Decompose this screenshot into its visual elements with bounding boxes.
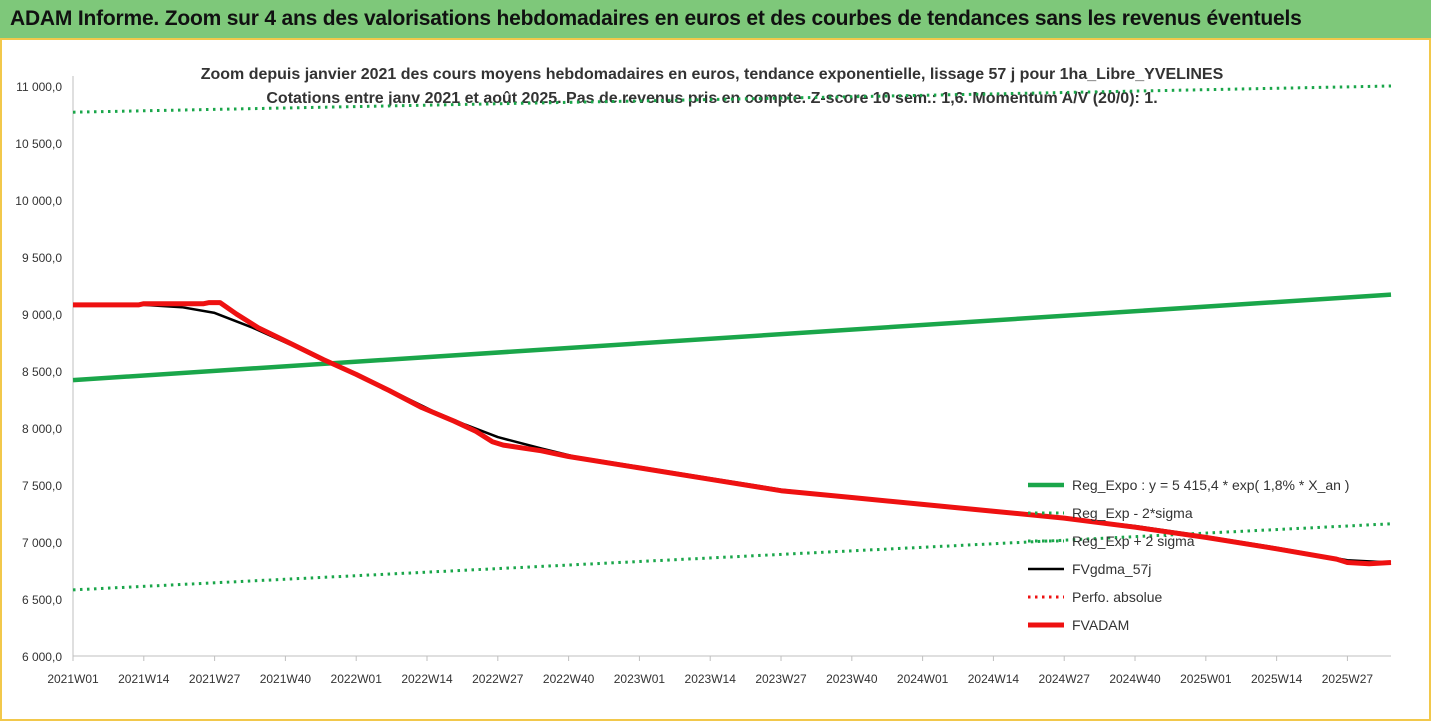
x-tick-label: 2021W14 [118,672,170,686]
legend-label: FVgdma_57j [1072,561,1151,577]
legend-label: Perfo. absolue [1072,589,1162,605]
x-tick-label: 2022W14 [401,672,453,686]
series-reg-expo-y-5-415-4-exp-1-8-x-an [72,292,1392,383]
x-tick-label: 2022W01 [331,672,383,686]
y-tick-label: 9 500,0 [22,251,62,265]
x-tick-label: 2023W01 [614,672,666,686]
y-tick-label: 6 000,0 [22,650,62,664]
chart-frame [0,40,1431,721]
y-tick-label: 10 500,0 [15,137,62,151]
x-tick-label: 2022W27 [472,672,524,686]
x-tick-label: 2021W27 [189,672,241,686]
x-tick-label: 2024W01 [897,672,949,686]
page-title: ADAM Informe. Zoom sur 4 ans des valoris… [10,7,1302,30]
x-tick-label: 2023W14 [685,672,737,686]
x-tick-label: 2023W27 [755,672,807,686]
x-tick-label: 2021W01 [47,672,99,686]
y-tick-label: 6 500,0 [22,593,62,607]
x-tick-label: 2025W27 [1322,672,1374,686]
series-reg-exp-2-sigma [72,84,1392,114]
series-fvgdma-57j [73,303,1392,564]
y-tick-label: 11 000,0 [16,80,62,94]
x-axis: 2021W01 2021W14 2021W27 2021W40 2022W01 2022W… [47,655,1391,686]
chart-legend: Reg_Expo : y = 5 415,4 * exp( 1,8% * X_a… [1028,477,1349,633]
y-tick-label: 8 500,0 [22,365,62,379]
x-tick-label: 2021W40 [260,672,312,686]
y-tick-label: 7 500,0 [22,479,62,493]
legend-label: Reg_Exp + 2 sigma [1072,533,1195,549]
chart-title-line: Zoom depuis janvier 2021 des cours moyen… [201,66,1224,83]
x-tick-label: 2024W40 [1109,672,1161,686]
series-fvadam [73,300,1392,567]
x-tick-label: 2024W27 [1039,672,1091,686]
x-tick-label: 2022W40 [543,672,595,686]
y-tick-label: 9 000,0 [22,308,62,322]
legend-label: Reg_Expo : y = 5 415,4 * exp( 1,8% * X_a… [1072,477,1349,493]
y-axis: 6 000,0 6 500,0 7 000,0 7 500,0 8 000,0 8 500… [15,76,74,664]
header-bar: ADAM Informe. Zoom sur 4 ans des valoris… [0,0,1431,40]
y-tick-label: 7 000,0 [22,536,62,550]
legend-label: Reg_Exp - 2*sigma [1072,505,1193,521]
chart-series [72,84,1392,592]
y-tick-label: 8 000,0 [22,422,62,436]
x-tick-label: 2025W01 [1180,672,1232,686]
x-tick-label: 2024W14 [968,672,1020,686]
x-tick-label: 2025W14 [1251,672,1303,686]
y-tick-label: 10 000,0 [15,194,62,208]
x-tick-label: 2023W40 [826,672,878,686]
legend-label: FVADAM [1072,617,1129,633]
